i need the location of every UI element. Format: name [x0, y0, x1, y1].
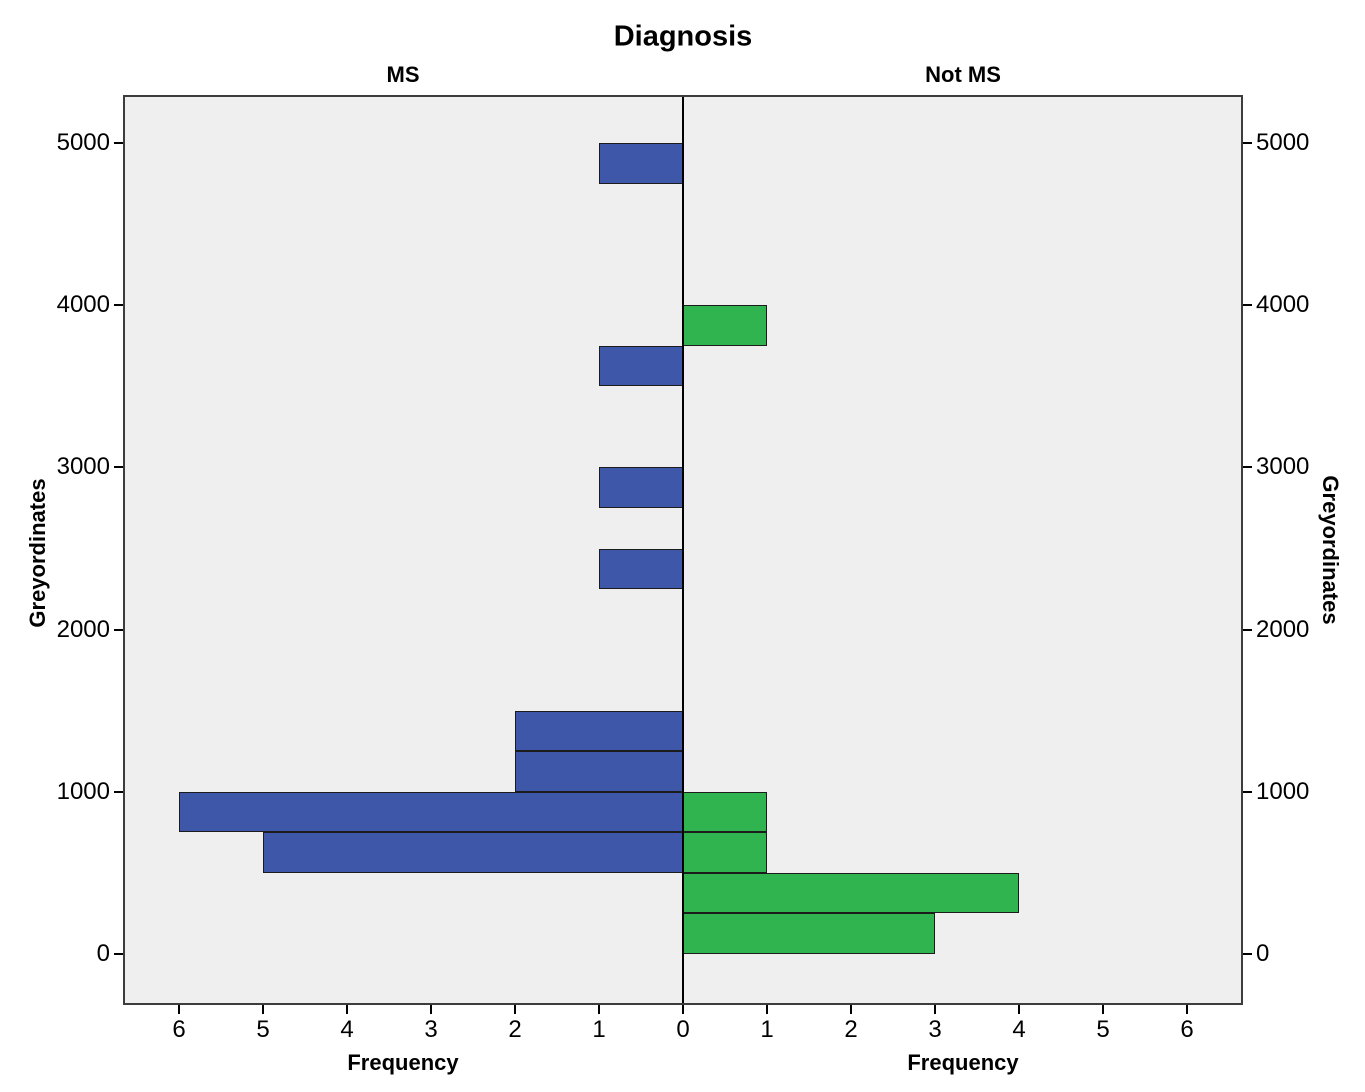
x-tick-mark-11-5 [1102, 1005, 1104, 1014]
center-axis-line [682, 95, 684, 1005]
x-tick-label-8-2: 2 [844, 1016, 858, 1043]
histogram-bar-ms-3500-3750 [599, 345, 683, 387]
x-axis-title-right: Frequency [907, 1050, 1019, 1075]
x-tick-mark-5-1 [598, 1005, 600, 1014]
histogram-bar-ms-2750-3000 [599, 467, 683, 508]
y-tick-label-left-4000: 4000 [56, 291, 110, 319]
panel-label-ms: MS [386, 62, 420, 87]
y-axis-title-left: Greyordinates [25, 478, 50, 628]
y-tick-label-left-2000: 2000 [56, 615, 110, 643]
x-tick-mark-9-3 [934, 1005, 936, 1014]
x-tick-mark-0-6 [178, 1005, 180, 1014]
x-tick-mark-4-2 [514, 1005, 516, 1014]
x-tick-label-1-5: 5 [256, 1016, 270, 1043]
y-tick-label-left-0: 0 [96, 940, 110, 967]
y-tick-mark-right-0 [1243, 953, 1252, 955]
x-tick-label-5-1: 1 [592, 1016, 606, 1043]
y-tick-label-right-4000: 4000 [1256, 291, 1310, 319]
x-tick-mark-6-0 [682, 1005, 684, 1014]
y-tick-mark-right-1000 [1243, 790, 1252, 793]
x-tick-label-2-4: 4 [340, 1016, 354, 1043]
histogram-bar-ms-500-750 [263, 832, 683, 873]
histogram-bar-ms-750-1000 [179, 791, 683, 833]
y-tick-label-left-3000: 3000 [56, 453, 110, 481]
x-tick-mark-10-4 [1018, 1005, 1020, 1014]
x-tick-label-6-0: 0 [676, 1016, 690, 1043]
x-tick-mark-2-4 [346, 1005, 348, 1014]
x-tick-label-0-6: 6 [172, 1016, 186, 1043]
y-tick-mark-left-2000 [114, 628, 123, 631]
chart-title: Diagnosis [613, 20, 753, 53]
plot-area [123, 95, 1243, 1005]
histogram-bar-ms-2250-2500 [599, 548, 683, 590]
x-tick-label-10-4: 4 [1012, 1016, 1026, 1043]
x-tick-mark-3-3 [430, 1005, 432, 1014]
histogram-bar-ms-1250-1500 [515, 710, 683, 752]
y-tick-label-right-5000: 5000 [1256, 129, 1310, 156]
histogram-bar-not-ms-750-1000 [683, 791, 767, 833]
y-tick-label-left-1000: 1000 [56, 777, 110, 805]
y-tick-label-left-5000: 5000 [56, 129, 110, 156]
histogram-bar-not-ms-500-750 [683, 832, 767, 873]
y-tick-mark-left-5000 [114, 142, 123, 144]
y-tick-label-right-3000: 3000 [1256, 453, 1310, 481]
x-tick-label-9-3: 3 [928, 1016, 942, 1043]
histogram-bar-ms-4750-5000 [599, 143, 683, 184]
x-tick-mark-7-1 [766, 1005, 768, 1014]
x-tick-mark-12-6 [1186, 1005, 1188, 1014]
y-tick-label-right-2000: 2000 [1256, 615, 1310, 643]
histogram-bar-not-ms-3750-4000 [683, 305, 767, 346]
x-tick-label-3-3: 3 [424, 1016, 438, 1043]
x-axis-title-left: Frequency [347, 1050, 459, 1075]
x-tick-mark-1-5 [262, 1005, 264, 1014]
y-tick-mark-left-1000 [114, 790, 123, 793]
y-tick-label-right-1000: 1000 [1256, 777, 1310, 805]
x-tick-mark-8-2 [850, 1005, 852, 1014]
y-tick-mark-right-5000 [1243, 142, 1252, 144]
y-tick-mark-left-3000 [114, 466, 123, 469]
x-tick-label-12-6: 6 [1180, 1016, 1194, 1043]
histogram-bar-not-ms-0-250 [683, 913, 935, 954]
panel-label-not-ms: Not MS [925, 62, 1001, 87]
histogram-bar-not-ms-250-500 [683, 872, 1019, 914]
y-tick-mark-left-4000 [114, 304, 123, 307]
x-tick-label-7-1: 1 [760, 1016, 774, 1043]
y-axis-title-right: Greyordinates [1318, 475, 1343, 625]
y-tick-mark-right-3000 [1243, 466, 1252, 469]
y-tick-mark-left-0 [114, 953, 123, 955]
y-tick-mark-right-2000 [1243, 628, 1252, 631]
y-tick-label-right-0: 0 [1256, 940, 1270, 967]
x-tick-label-11-5: 5 [1096, 1016, 1110, 1043]
y-tick-mark-right-4000 [1243, 304, 1252, 307]
x-tick-label-4-2: 2 [508, 1016, 522, 1043]
histogram-bar-ms-1000-1250 [515, 751, 683, 792]
